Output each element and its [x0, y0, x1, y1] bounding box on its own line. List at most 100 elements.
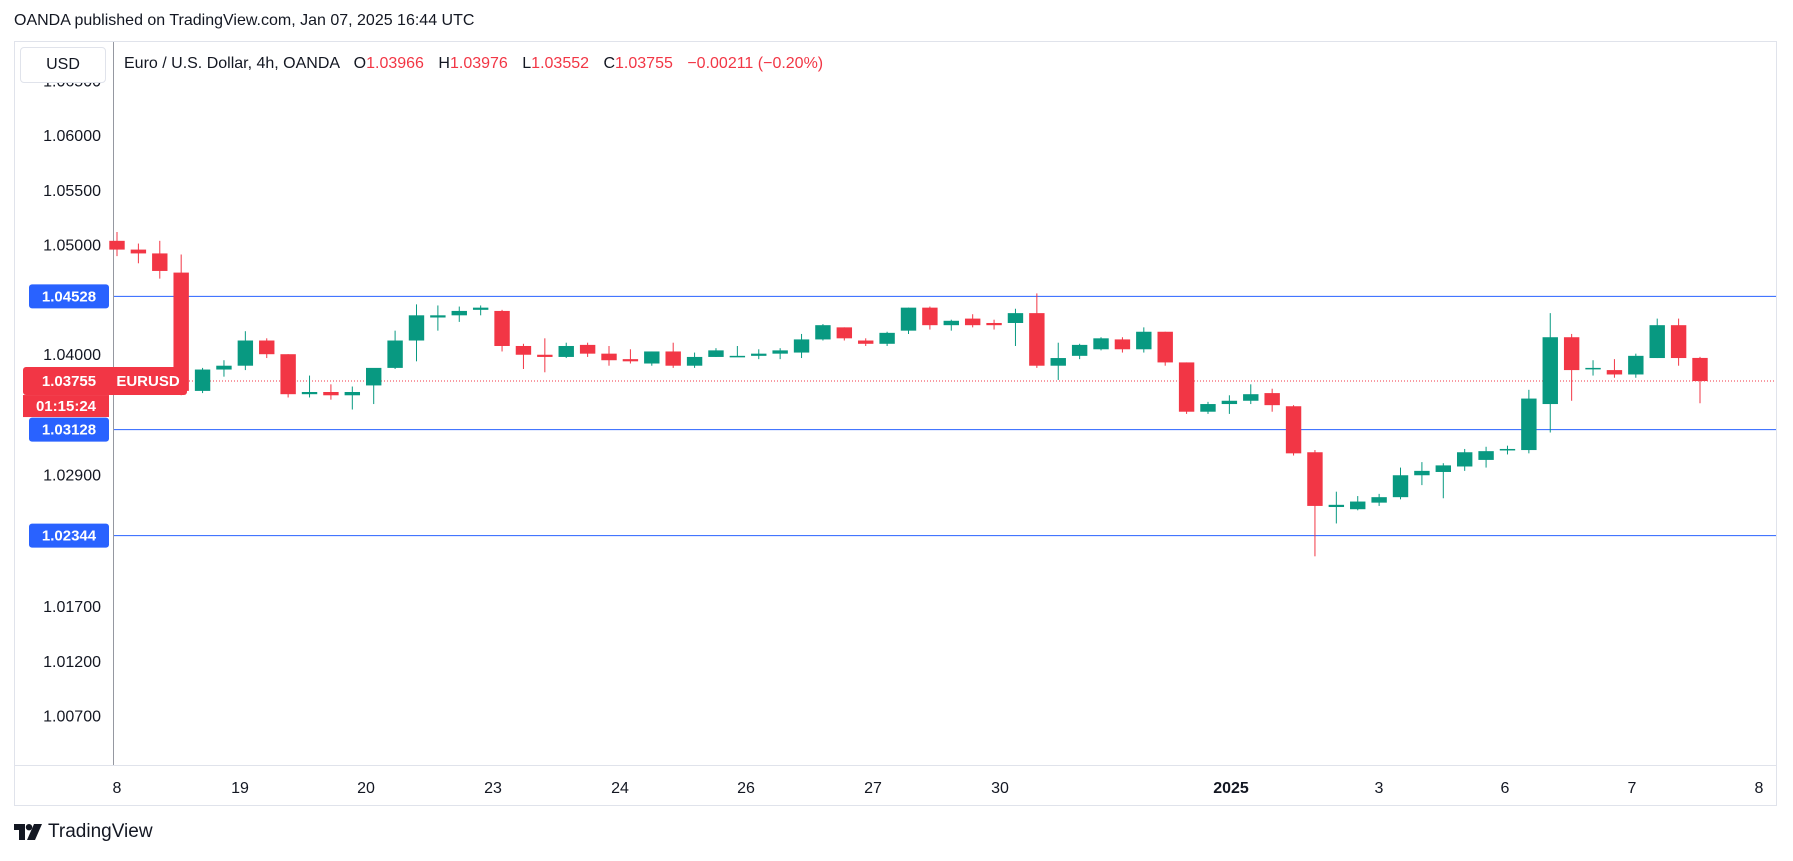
candle-body — [1392, 475, 1409, 498]
candle-body — [1050, 358, 1066, 366]
candle — [879, 331, 895, 346]
candle — [1649, 318, 1665, 359]
candle-body — [1521, 398, 1537, 451]
currency-button[interactable]: USD — [20, 47, 106, 83]
candle — [1456, 448, 1473, 471]
candle — [1200, 401, 1216, 414]
candle — [1563, 333, 1580, 401]
candle-body — [1563, 337, 1580, 371]
high-label: H — [438, 55, 450, 72]
candle — [344, 386, 361, 410]
candle-body — [1649, 325, 1665, 359]
close-label: C — [603, 55, 616, 72]
candle-body — [109, 240, 125, 250]
candle-body — [1371, 497, 1387, 503]
candle — [1606, 359, 1623, 378]
candle-body — [216, 365, 232, 370]
price-axis-border — [113, 42, 114, 765]
candle-body — [387, 340, 403, 368]
candle — [943, 319, 959, 331]
time-tick-label: 19 — [231, 780, 249, 797]
price-tick-label: 1.01700 — [43, 599, 101, 616]
level-badge-bg — [29, 284, 109, 309]
time-tick-label: 3 — [1375, 780, 1384, 797]
candle-body — [644, 351, 660, 364]
change-value: −0.00211 (−0.20%) — [687, 55, 824, 72]
candle — [430, 305, 446, 331]
candle-body — [366, 367, 382, 386]
candle-body — [815, 325, 831, 340]
candle — [579, 342, 596, 357]
candle-body — [1670, 325, 1687, 359]
time-tick-label: 7 — [1628, 780, 1637, 797]
candle-body — [1029, 313, 1045, 366]
candle-body — [1628, 355, 1644, 375]
candle-body — [900, 307, 917, 331]
symbol-title: Euro / U.S. Dollar, 4h, OANDA — [124, 55, 340, 72]
candle — [194, 367, 211, 394]
candle-body — [751, 353, 767, 356]
candle — [1542, 313, 1558, 433]
candle-body — [1692, 357, 1708, 382]
candle-body — [344, 391, 361, 396]
candle-body — [686, 356, 703, 366]
time-tick-label: 8 — [1755, 780, 1764, 797]
candle — [1392, 467, 1409, 500]
candle — [1007, 308, 1024, 346]
candle-body — [259, 340, 275, 355]
candle-body — [1307, 452, 1323, 506]
candle-body — [708, 350, 724, 357]
candle — [216, 360, 232, 377]
candle-body — [1243, 394, 1259, 401]
candle — [1628, 353, 1644, 378]
level-price-badge: 1.03128 — [29, 417, 109, 442]
time-tick-label: 26 — [737, 780, 755, 797]
candle-body — [130, 249, 147, 254]
candle-body — [729, 355, 746, 358]
candle — [1414, 462, 1430, 486]
candle — [1093, 337, 1109, 351]
candle-body — [173, 272, 189, 391]
time-tick-label: 30 — [991, 780, 1009, 797]
candle-body — [430, 315, 446, 318]
level-badge-bg — [29, 523, 109, 548]
candle-body — [772, 350, 788, 354]
candle — [1692, 356, 1708, 404]
current-price-badge: 1.03755 EURUSD 01:15:24 — [23, 367, 187, 418]
level-badge-text: 1.04528 — [42, 288, 96, 305]
candle — [1670, 318, 1687, 366]
candle-body — [1435, 465, 1451, 472]
candle-body — [152, 253, 168, 271]
time-tick-label: 6 — [1501, 780, 1510, 797]
time-tick-label: 23 — [484, 780, 502, 797]
candle — [472, 305, 489, 316]
candle — [1264, 388, 1280, 412]
candle — [259, 338, 275, 359]
candle-body — [1456, 452, 1473, 467]
candle — [708, 348, 724, 357]
candle-body — [601, 353, 617, 361]
level-badge-text: 1.02344 — [42, 528, 97, 545]
candle-body — [922, 307, 938, 326]
chart-frame — [14, 41, 1777, 806]
current-badge-bg — [23, 367, 187, 396]
low-value: 1.03552 — [531, 55, 590, 72]
candle-body — [237, 340, 254, 366]
high-value: 1.03976 — [449, 55, 508, 72]
candle — [515, 343, 532, 369]
candle — [1157, 331, 1173, 366]
candle — [1307, 450, 1323, 557]
candle-body — [1585, 367, 1601, 370]
candle — [1029, 293, 1045, 368]
candle-body — [451, 310, 467, 316]
candle — [1050, 342, 1066, 380]
level-price-badge: 1.02344 — [29, 523, 109, 548]
candle-body — [537, 354, 553, 357]
tradingview-logo[interactable]: TradingView — [14, 821, 153, 843]
candle-body — [793, 339, 810, 353]
candle — [900, 307, 917, 334]
candle-body — [1221, 400, 1238, 405]
candle — [858, 338, 874, 346]
candle-body — [1414, 470, 1430, 476]
